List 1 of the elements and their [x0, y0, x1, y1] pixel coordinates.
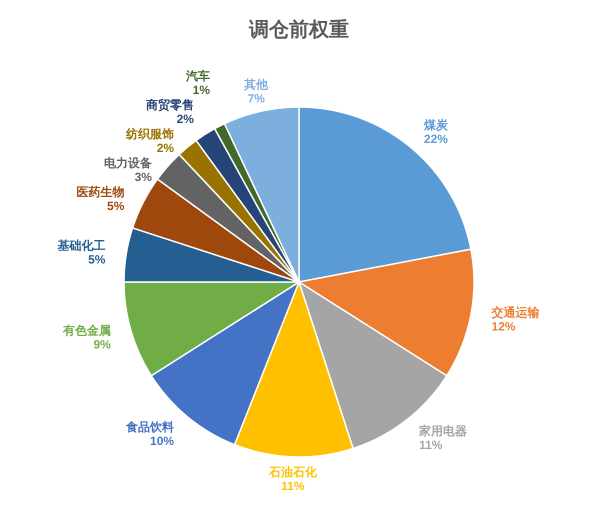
chart-title: 调仓前权重	[248, 18, 349, 41]
